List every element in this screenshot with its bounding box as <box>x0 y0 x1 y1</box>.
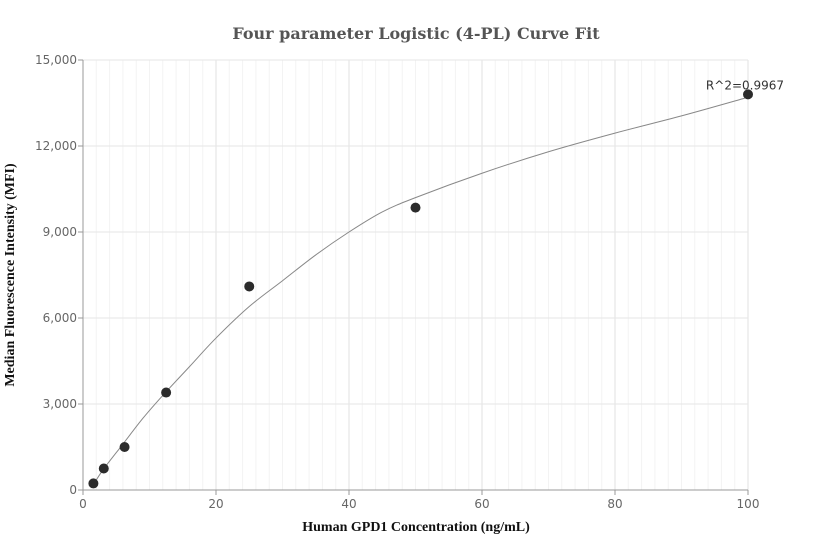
grid <box>82 59 749 491</box>
data-point <box>161 387 172 398</box>
data-point <box>119 442 130 452</box>
data-point <box>88 478 99 489</box>
y-tick-label: 9,000 <box>43 225 77 239</box>
r-squared-annotation: R^2=0.9967 <box>706 78 784 92</box>
x-tick-label: 20 <box>208 497 223 511</box>
x-tick-label: 80 <box>607 497 622 511</box>
chart-title: Four parameter Logistic (4-PL) Curve Fit <box>232 24 600 43</box>
y-tick-label: 6,000 <box>43 311 77 325</box>
fit-curve <box>92 96 749 486</box>
x-tick-label: 40 <box>341 497 356 511</box>
data-point <box>743 89 753 100</box>
data-point <box>410 202 421 213</box>
y-axis-title: Median Fluorescence Intensity (MFI) <box>3 163 18 387</box>
y-tick-label: 15,000 <box>35 53 77 67</box>
data-points <box>88 89 753 489</box>
axes <box>82 60 748 491</box>
x-axis-ticks: 0 20 40 60 80 100 <box>79 490 759 511</box>
y-tick-label: 3,000 <box>43 397 77 411</box>
y-tick-label: 12,000 <box>35 139 77 153</box>
x-axis-title: Human GPD1 Concentration (ng/mL) <box>302 520 530 535</box>
data-point <box>98 463 109 474</box>
x-tick-label: 0 <box>79 497 87 511</box>
x-tick-label: 60 <box>474 497 489 511</box>
x-tick-label: 100 <box>737 497 760 511</box>
y-axis-ticks: 0 3,000 6,000 9,000 12,000 15,000 <box>35 53 83 497</box>
y-tick-label: 0 <box>69 483 77 497</box>
data-point <box>244 281 255 292</box>
